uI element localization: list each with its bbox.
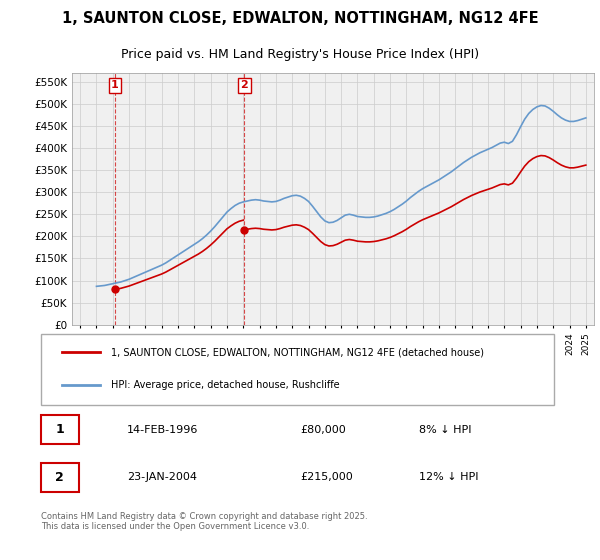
Text: Price paid vs. HM Land Registry's House Price Index (HPI): Price paid vs. HM Land Registry's House … (121, 48, 479, 61)
FancyBboxPatch shape (41, 334, 554, 405)
Text: 14-FEB-1996: 14-FEB-1996 (127, 424, 199, 435)
Text: 1: 1 (55, 423, 64, 436)
Text: £80,000: £80,000 (300, 424, 346, 435)
Text: 2: 2 (241, 81, 248, 90)
Text: 2: 2 (55, 471, 64, 484)
FancyBboxPatch shape (41, 463, 79, 492)
Text: 23-JAN-2004: 23-JAN-2004 (127, 472, 197, 482)
Text: HPI: Average price, detached house, Rushcliffe: HPI: Average price, detached house, Rush… (111, 380, 340, 390)
Text: 1: 1 (111, 81, 119, 90)
FancyBboxPatch shape (41, 416, 79, 444)
Text: Contains HM Land Registry data © Crown copyright and database right 2025.
This d: Contains HM Land Registry data © Crown c… (41, 512, 367, 531)
Text: 1, SAUNTON CLOSE, EDWALTON, NOTTINGHAM, NG12 4FE (detached house): 1, SAUNTON CLOSE, EDWALTON, NOTTINGHAM, … (111, 347, 484, 357)
Text: £215,000: £215,000 (300, 472, 353, 482)
Text: 1, SAUNTON CLOSE, EDWALTON, NOTTINGHAM, NG12 4FE: 1, SAUNTON CLOSE, EDWALTON, NOTTINGHAM, … (62, 11, 538, 26)
Text: 12% ↓ HPI: 12% ↓ HPI (419, 472, 478, 482)
Text: 8% ↓ HPI: 8% ↓ HPI (419, 424, 472, 435)
